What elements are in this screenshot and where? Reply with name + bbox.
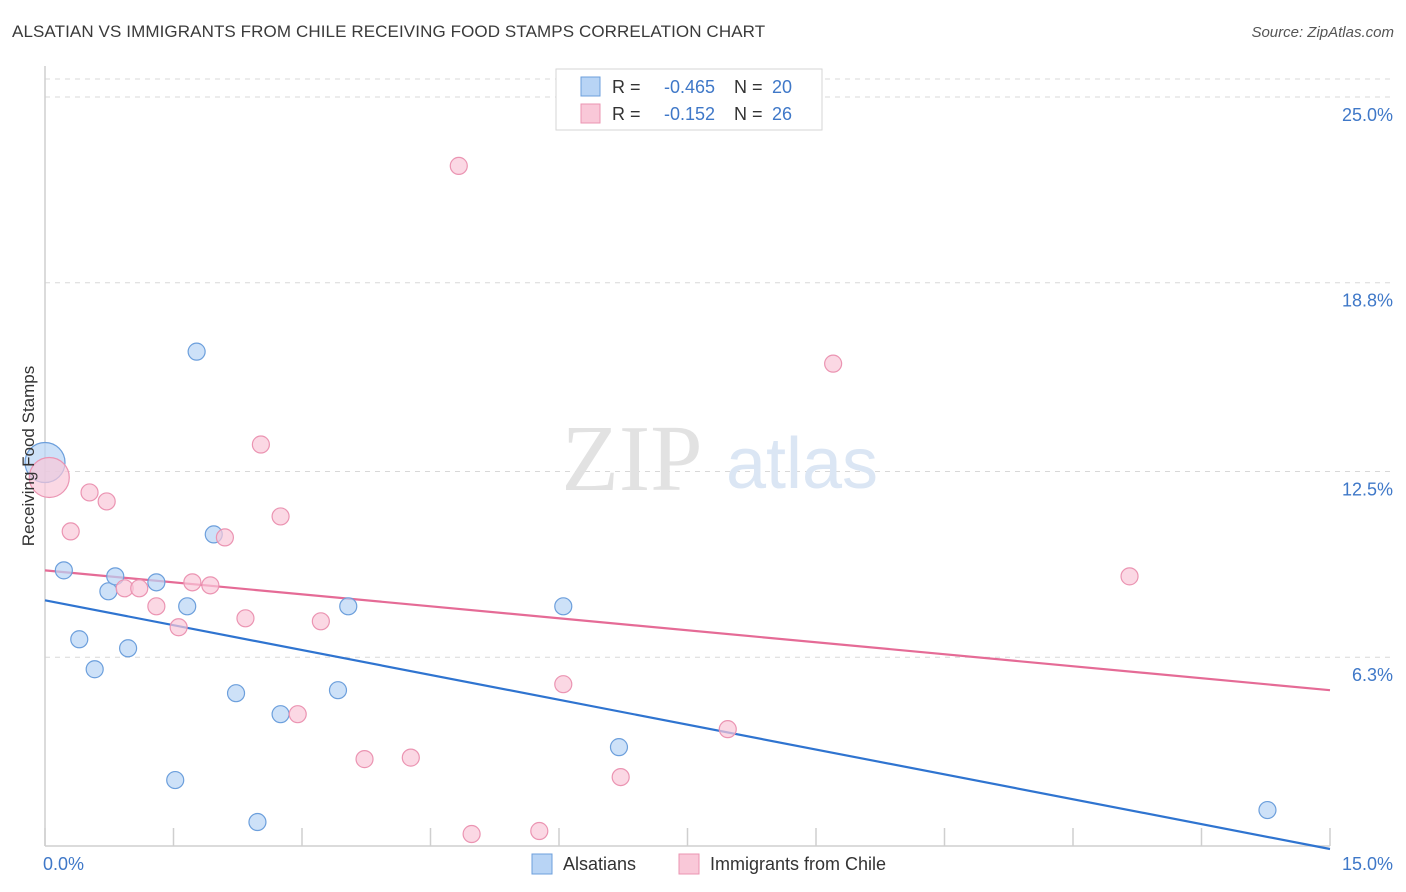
data-point-chile <box>1120 567 1139 586</box>
data-point-alsatians <box>554 597 573 616</box>
x-tick-labels: 0.0% 15.0% <box>43 854 1393 874</box>
data-point-alsatians <box>271 705 290 724</box>
data-point-chile <box>611 767 630 787</box>
data-point-chile <box>251 435 270 454</box>
stats-n-value-2: 26 <box>772 104 792 124</box>
data-point-alsatians <box>1258 800 1277 820</box>
data-point-chile <box>28 456 70 499</box>
watermark: ZIP atlas <box>562 407 879 511</box>
data-point-alsatians <box>226 684 246 703</box>
data-point-chile <box>288 705 307 724</box>
data-point-alsatians <box>85 660 104 679</box>
data-point-chile <box>61 522 80 541</box>
data-point-chile <box>80 483 99 502</box>
stats-r-value-1: -0.465 <box>664 77 715 97</box>
data-point-chile <box>311 612 330 631</box>
data-point-alsatians <box>70 630 89 649</box>
stats-n-value-1: 20 <box>772 77 792 97</box>
stats-swatch-blue <box>580 76 601 97</box>
data-point-alsatians <box>178 597 197 616</box>
data-points <box>24 156 1277 844</box>
x-tick-label: 0.0% <box>43 854 84 874</box>
data-point-alsatians <box>187 342 206 361</box>
legend-swatch-chile <box>678 853 700 875</box>
stats-r-label-1: R = <box>612 77 641 97</box>
data-point-alsatians <box>54 561 73 580</box>
y-axis-label: Receiving Food Stamps <box>19 366 38 546</box>
trend-line-alsatians <box>44 599 1331 851</box>
stats-r-label-2: R = <box>612 104 641 124</box>
watermark-zip: ZIP <box>562 407 703 511</box>
data-point-chile <box>355 750 374 769</box>
trend-lines <box>44 569 1331 851</box>
data-point-chile <box>147 597 166 616</box>
data-point-alsatians <box>118 639 138 658</box>
data-point-chile <box>201 576 220 595</box>
grid-lines <box>45 78 1395 658</box>
legend-label-alsatians: Alsatians <box>563 854 636 874</box>
stats-swatch-pink <box>580 103 601 124</box>
legend-swatch-alsatians <box>531 853 553 875</box>
data-point-alsatians <box>147 573 166 592</box>
data-point-chile <box>401 748 420 767</box>
stats-r-value-2: -0.152 <box>664 104 715 124</box>
data-point-chile <box>718 720 737 739</box>
data-point-alsatians <box>248 812 267 832</box>
stats-n-label-2: N = <box>734 104 763 124</box>
data-point-alsatians <box>106 567 125 586</box>
y-tick-label: 25.0% <box>1342 105 1393 125</box>
watermark-atlas: atlas <box>726 424 878 504</box>
series-legend: Alsatians Immigrants from Chile <box>531 853 886 875</box>
data-point-chile <box>530 821 549 841</box>
y-tick-label: 18.8% <box>1342 291 1393 311</box>
data-point-chile <box>449 156 468 175</box>
data-point-chile <box>97 492 116 511</box>
legend-label-chile: Immigrants from Chile <box>710 854 886 874</box>
data-point-alsatians <box>339 597 358 616</box>
data-point-alsatians <box>609 738 629 757</box>
data-point-chile <box>215 528 234 547</box>
y-tick-labels: 25.0% 18.8% 12.5% 6.3% <box>1342 105 1393 685</box>
data-point-chile <box>236 609 255 628</box>
data-point-chile <box>554 675 573 694</box>
stats-legend: R = -0.465 N = 20 R = -0.152 N = 26 <box>555 68 823 131</box>
data-point-chile <box>169 618 188 637</box>
stats-n-label-1: N = <box>734 77 763 97</box>
x-tick-label: 15.0% <box>1342 854 1393 874</box>
data-point-alsatians <box>328 681 348 700</box>
data-point-chile <box>824 354 843 373</box>
data-point-alsatians <box>166 770 185 790</box>
data-point-chile <box>462 824 481 844</box>
data-point-chile <box>183 573 202 592</box>
y-tick-label: 12.5% <box>1342 479 1393 499</box>
y-tick-label: 6.3% <box>1352 665 1393 685</box>
data-point-chile <box>271 507 290 526</box>
data-point-chile <box>130 579 149 598</box>
chart-title: ALSATIAN VS IMMIGRANTS FROM CHILE RECEIV… <box>12 22 766 41</box>
trend-line-chile <box>44 569 1331 692</box>
chart-source: Source: ZipAtlas.com <box>1251 24 1394 41</box>
